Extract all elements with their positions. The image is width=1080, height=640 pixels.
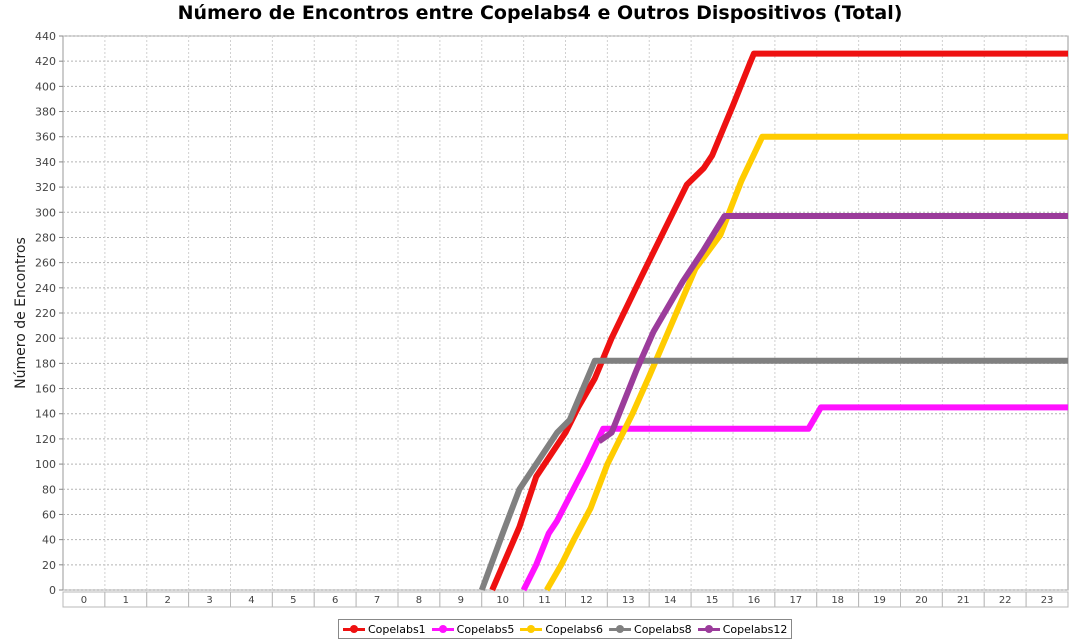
y-tick-label: 360 [35, 131, 56, 144]
x-tick-label: 3 [206, 595, 212, 606]
x-tick-label: 1 [123, 595, 129, 606]
y-axis-label: Número de Encontros [13, 237, 29, 389]
y-tick-label: 260 [35, 257, 56, 270]
legend-label: Copelabs12 [722, 622, 788, 636]
y-tick-label: 40 [42, 534, 56, 547]
series-line-copelabs12 [597, 213, 1068, 444]
y-tick-label: 300 [35, 206, 56, 219]
x-tick-label: 14 [664, 595, 677, 606]
legend-label: Copelabs1 [368, 622, 426, 636]
x-tick-label: 4 [248, 595, 254, 606]
x-tick-label: 0 [81, 595, 87, 606]
x-tick-label: 17 [789, 595, 802, 606]
series-line-copelabs8 [478, 357, 1068, 592]
y-tick-label: 100 [35, 458, 56, 471]
legend-item-copelabs5: Copelabs5 [431, 622, 515, 636]
y-axis: 0 20 40 60 80 100 120 140 160 180 200 220 240 260 280 3… [35, 30, 63, 597]
legend-item-copelabs1: Copelabs1 [343, 623, 426, 636]
y-tick-label: 160 [35, 383, 56, 396]
legend-item-copelabs6: Copelabs6 [520, 623, 603, 636]
legend-swatch [697, 624, 720, 634]
grid-layer [63, 35, 1068, 591]
series-layer [478, 50, 1068, 592]
x-tick-label: 7 [374, 595, 380, 606]
y-tick-label: 320 [35, 181, 56, 194]
legend-swatch [520, 624, 543, 634]
x-tick-label: 11 [538, 595, 551, 606]
y-tick-label: 20 [42, 559, 56, 572]
y-tick-label: 280 [35, 231, 56, 244]
y-tick-label: 180 [35, 357, 56, 370]
x-tick-label: 12 [580, 595, 593, 606]
x-tick-label: 16 [748, 595, 761, 606]
y-tick-label: 420 [35, 55, 56, 68]
y-tick-label: 400 [35, 80, 56, 93]
x-tick-label: 9 [458, 595, 464, 606]
series-line-copelabs1 [489, 50, 1068, 592]
y-tick-label: 380 [35, 106, 56, 119]
y-tick-label: 0 [49, 584, 56, 597]
y-tick-label: 120 [35, 433, 56, 446]
legend-swatch [343, 624, 365, 634]
y-tick-label: 440 [35, 30, 56, 43]
legend-item-copelabs8: Copelabs8 [609, 623, 692, 636]
x-tick-label: 22 [999, 595, 1012, 606]
legend-item-copelabs12: Copelabs12 [697, 622, 788, 636]
x-tick-label: 8 [416, 595, 422, 606]
legend-swatch [431, 624, 454, 634]
x-tick-label: 20 [915, 595, 928, 606]
legend: Copelabs1 Copelabs5 Copelabs6 Copelabs8 Cope… [338, 619, 793, 639]
x-tick-box [1025, 591, 1069, 608]
y-tick-label: 60 [42, 508, 56, 521]
series-line-copelabs5 [520, 404, 1068, 592]
y-tick-label: 140 [35, 408, 56, 421]
y-tick-label: 200 [35, 332, 56, 345]
x-tick-label: 5 [290, 595, 296, 606]
y-tick-label: 340 [35, 156, 56, 169]
x-tick-label: 19 [873, 595, 886, 606]
x-tick-label: 10 [496, 595, 509, 606]
x-tick-label: 2 [165, 595, 171, 606]
series-line-copelabs6 [544, 133, 1068, 592]
x-tick-label: 13 [622, 595, 635, 606]
x-axis: 0 1 2 3 4 5 6 7 8 9 10 11 12 13 14 15 16 17 18 19 20 21 22 23 [62, 591, 1069, 608]
legend-swatch [609, 624, 632, 634]
legend-label: Copelabs6 [545, 622, 604, 636]
x-tick-label: 6 [332, 595, 338, 606]
y-tick-label: 240 [35, 282, 56, 295]
legend-label: Copelabs5 [456, 622, 515, 636]
y-tick-label: 220 [35, 307, 56, 320]
x-tick-label: 15 [706, 595, 719, 606]
legend-label: Copelabs8 [634, 622, 692, 636]
x-tick-label: 21 [957, 595, 970, 606]
chart-title: Número de Encontros entre Copelabs4 e Ou… [177, 2, 903, 24]
y-tick-label: 80 [42, 483, 56, 496]
x-tick-label: 23 [1041, 595, 1054, 606]
x-tick-label: 18 [831, 595, 844, 606]
